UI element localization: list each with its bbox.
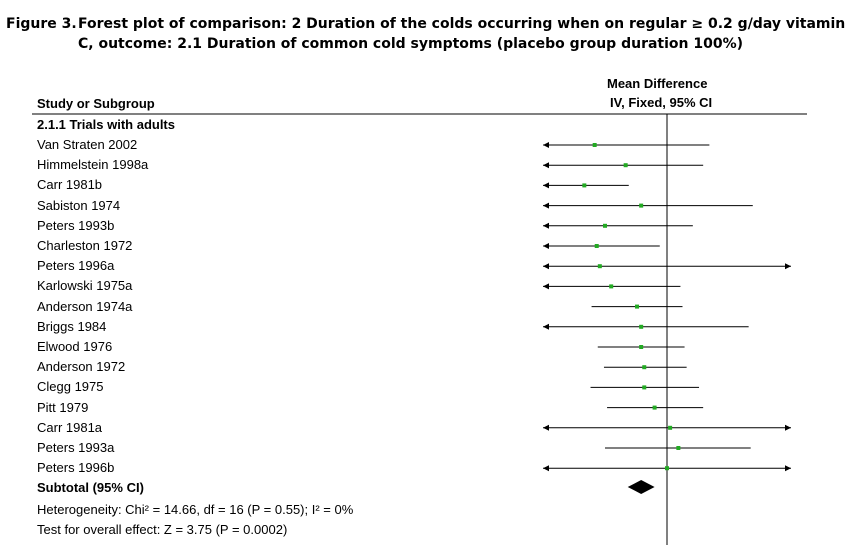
ci-arrow-left <box>543 263 549 270</box>
point-estimate <box>639 203 644 208</box>
study-label: Clegg 1975 <box>37 379 104 395</box>
point-estimate <box>635 304 640 309</box>
point-estimate <box>639 324 644 329</box>
study-label: Peters 1993b <box>37 217 115 233</box>
point-estimate <box>597 264 602 269</box>
point-estimate <box>639 345 644 349</box>
study-label: Briggs 1984 <box>37 318 107 334</box>
study-label: Pitt 1979 <box>37 399 89 415</box>
ci-arrow-left <box>543 142 549 148</box>
figure-title-line1: Forest plot of comparison: 2 Duration of… <box>78 16 845 32</box>
study-label: Peters 1993a <box>37 440 115 455</box>
study-label: Peters 1996a <box>37 258 115 274</box>
point-estimate <box>592 143 597 147</box>
point-estimate <box>652 405 657 410</box>
study-label: Anderson 1974a <box>37 298 133 314</box>
point-estimate <box>668 425 673 430</box>
point-estimate <box>594 244 599 248</box>
ci-arrow-left <box>543 323 549 330</box>
study-label: Peters 1996b <box>37 460 115 476</box>
point-estimate <box>676 446 681 450</box>
effect-column-header-line2: IV, Fixed, 95% CI <box>610 95 713 110</box>
ci-arrow-left <box>543 222 549 229</box>
overall-effect-text: Test for overall effect: Z = 3.75 (P = 0… <box>37 522 288 537</box>
study-label: Karlowski 1975a <box>37 278 133 294</box>
point-estimate <box>642 365 647 370</box>
ci-arrow-left <box>543 202 549 209</box>
point-estimate <box>623 163 628 168</box>
figure-title-line2: C, outcome: 2.1 Duration of common cold … <box>78 36 744 52</box>
effect-column-header-line1: Mean Difference <box>607 76 708 91</box>
study-label: Himmelstein 1998a <box>37 157 149 173</box>
ci-arrow-left <box>543 283 549 290</box>
point-estimate <box>609 284 614 289</box>
study-label: Charleston 1972 <box>37 238 133 253</box>
heterogeneity-text: Heterogeneity: Chi² = 14.66, df = 16 (P … <box>37 502 354 517</box>
ci-arrow-left <box>543 243 549 249</box>
study-label: Carr 1981a <box>37 419 103 435</box>
figure-label: Figure 3. <box>6 16 77 32</box>
point-estimate <box>582 183 587 188</box>
study-label: Van Straten 2002 <box>37 137 138 152</box>
ci-arrow-left <box>543 424 549 431</box>
point-estimate <box>642 385 647 390</box>
forest-marks <box>543 142 791 494</box>
ci-arrow-left <box>543 465 549 472</box>
study-label: Anderson 1972 <box>37 359 126 375</box>
subgroup-label: 2.1.1 Trials with adults <box>37 117 175 132</box>
subtotal-diamond <box>627 480 655 494</box>
ci-arrow-left <box>543 162 549 169</box>
ci-arrow-right <box>785 465 791 472</box>
study-column-header: Study or Subgroup <box>37 96 155 111</box>
study-label: Sabiston 1974 <box>37 197 121 213</box>
ci-arrow-right <box>785 263 791 270</box>
study-label: Carr 1981b <box>37 177 103 193</box>
study-label: Elwood 1976 <box>37 339 113 354</box>
point-estimate <box>603 223 607 228</box>
ci-arrow-left <box>543 182 549 189</box>
ci-arrow-right <box>785 424 791 431</box>
subtotal-label: Subtotal (95% CI) <box>37 480 144 495</box>
point-estimate <box>665 466 669 471</box>
